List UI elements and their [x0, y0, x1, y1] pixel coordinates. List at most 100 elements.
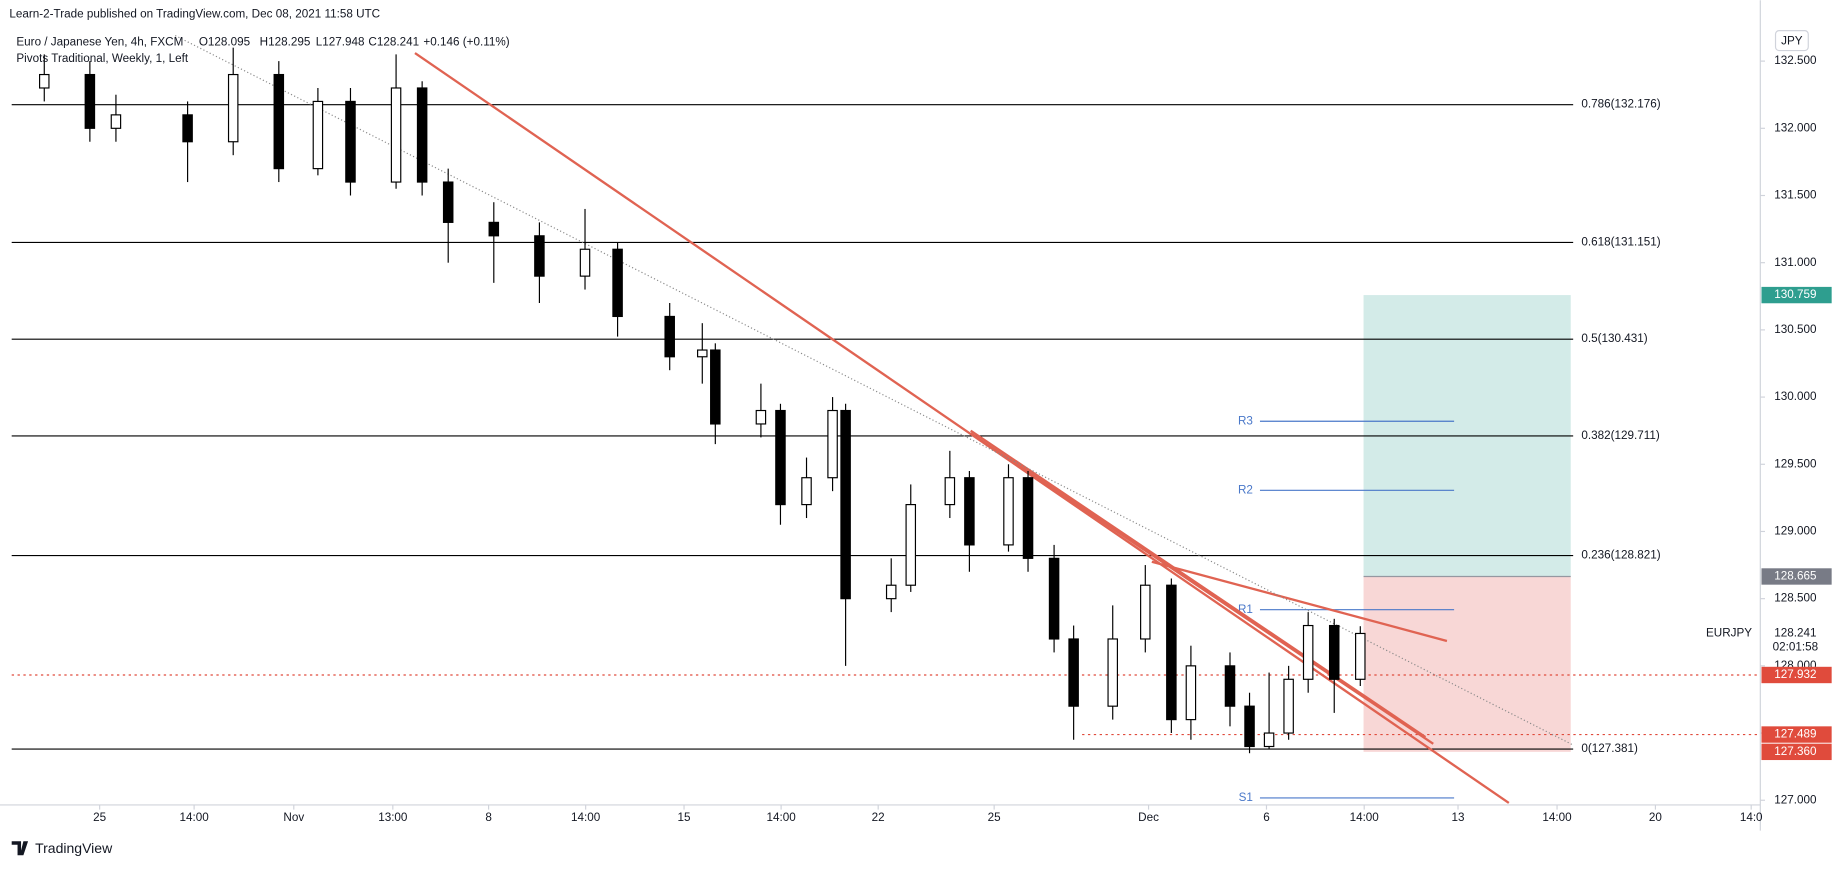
y-tick-label: 129.500	[1774, 457, 1817, 470]
x-tick-label: 14:00	[571, 811, 601, 824]
publisher: Learn-2-Trade published on TradingView.c…	[9, 7, 380, 20]
x-tick-label: 14:00	[179, 811, 209, 824]
price-badge-label: 127.489	[1774, 728, 1816, 741]
fib-label: 0.382(129.711)	[1581, 429, 1660, 442]
x-tick-label: 14:00	[766, 811, 796, 824]
fib-label: 0.618(131.151)	[1581, 235, 1660, 248]
ohlc-high: H128.295	[260, 35, 311, 48]
y-tick-label: 132.000	[1774, 121, 1817, 134]
brand-name: TradingView	[35, 840, 113, 856]
symbol: Euro / Japanese Yen, 4h, FXCM	[16, 35, 183, 48]
candle-body	[944, 477, 956, 506]
candle-body	[1140, 584, 1151, 640]
pivot-label: R2	[1238, 483, 1253, 496]
ohlc-low: L127.948	[316, 35, 365, 48]
price-badge-label: 130.759	[1774, 288, 1816, 301]
candle-body	[1355, 632, 1366, 680]
candle-body	[442, 181, 454, 223]
trendline	[414, 52, 1510, 804]
candle-body	[1068, 638, 1079, 707]
ohlc-open: O128.095	[199, 35, 251, 48]
candle-body	[488, 221, 500, 237]
brand: TradingView	[11, 840, 113, 856]
candle-body	[1244, 705, 1255, 748]
ohlc-change: +0.146 (+0.11%)	[423, 35, 509, 48]
y-tick-label: 131.000	[1774, 256, 1817, 269]
price-badge	[1761, 286, 1832, 304]
trendline	[1151, 560, 1448, 643]
candle-body	[390, 87, 402, 183]
x-tick-label: 25	[93, 811, 107, 824]
x-tick-label: 14:00	[1542, 811, 1572, 824]
x-tick-label: 13	[1452, 811, 1465, 824]
x-tick-label: 15	[678, 811, 692, 824]
candle-body	[612, 248, 623, 318]
x-tick-label: 14:0	[1740, 811, 1763, 824]
legend: Euro / Japanese Yen, 4h, FXCM O128.095 H…	[16, 35, 509, 64]
y-tick-label: 130.000	[1774, 390, 1817, 403]
candle-body	[905, 504, 917, 586]
candle-body	[755, 409, 767, 425]
candle-body	[664, 315, 675, 358]
candle-body	[416, 87, 428, 183]
countdown: 02:01:58	[1773, 641, 1819, 654]
loss-zone	[1363, 576, 1571, 752]
candle-body	[273, 73, 285, 170]
candle-body	[775, 409, 786, 506]
x-tick-label: 22	[872, 811, 885, 824]
fib-label: 0.786(132.176)	[1581, 98, 1660, 111]
candle-body	[710, 349, 721, 425]
fib-label: 0.5(130.431)	[1581, 332, 1647, 345]
x-tick-label: Dec	[1138, 811, 1159, 824]
x-tick-label: 8	[485, 811, 492, 824]
x-tick-label: 14:00	[1350, 811, 1380, 824]
candle-body	[827, 409, 838, 479]
brand-logo	[11, 841, 29, 856]
candle-body	[964, 477, 975, 546]
ohlc-close: C128.241	[368, 35, 419, 48]
candle-body	[534, 235, 545, 277]
candle-body	[1263, 732, 1275, 748]
fib-label: 0(127.381)	[1581, 742, 1638, 755]
candle-body	[697, 349, 708, 358]
price-badge-label: 127.360	[1774, 745, 1817, 758]
candle-body	[801, 477, 812, 506]
price-badge	[1761, 666, 1832, 684]
y-tick-label: 132.500	[1774, 54, 1817, 67]
y-tick-label: 131.500	[1774, 189, 1817, 202]
candle-body	[312, 100, 324, 170]
candle-body	[345, 100, 356, 183]
x-tick-label: 6	[1263, 811, 1270, 824]
candle-body	[84, 73, 96, 129]
candle-body	[182, 114, 193, 143]
fib-label: 0.236(128.821)	[1581, 549, 1660, 562]
candle-body	[1107, 638, 1118, 707]
indicator: Pivots Traditional, Weekly, 1, Left	[16, 52, 188, 65]
candle-body	[1302, 624, 1314, 680]
currency-box[interactable]	[1774, 30, 1809, 52]
pivot-label: S1	[1239, 791, 1253, 804]
x-tick-label: 20	[1649, 811, 1663, 824]
candle-body	[1003, 477, 1014, 546]
y-tick-label: 128.500	[1774, 592, 1817, 605]
candle-body	[1328, 624, 1340, 680]
candle-body	[579, 248, 591, 277]
currency: JPY	[1781, 34, 1803, 47]
plot-area: 0.786(132.176) 0.618(131.151) 0.5(130.431)…	[11, 35, 1761, 804]
y-tick-label: 129.000	[1774, 525, 1817, 538]
candle-body	[1022, 477, 1034, 559]
x-tick-label: 25	[988, 811, 1002, 824]
trendline	[970, 432, 1434, 745]
trendline	[970, 429, 1427, 739]
price-badge	[1761, 743, 1832, 761]
candle-body	[110, 114, 122, 129]
candle-body	[885, 584, 897, 600]
candle-body	[39, 73, 50, 89]
x-tick-label: 13:00	[378, 811, 408, 824]
candle-body	[840, 409, 851, 600]
candle-body	[1166, 584, 1177, 721]
y-tick-label: 127.000	[1774, 793, 1817, 806]
